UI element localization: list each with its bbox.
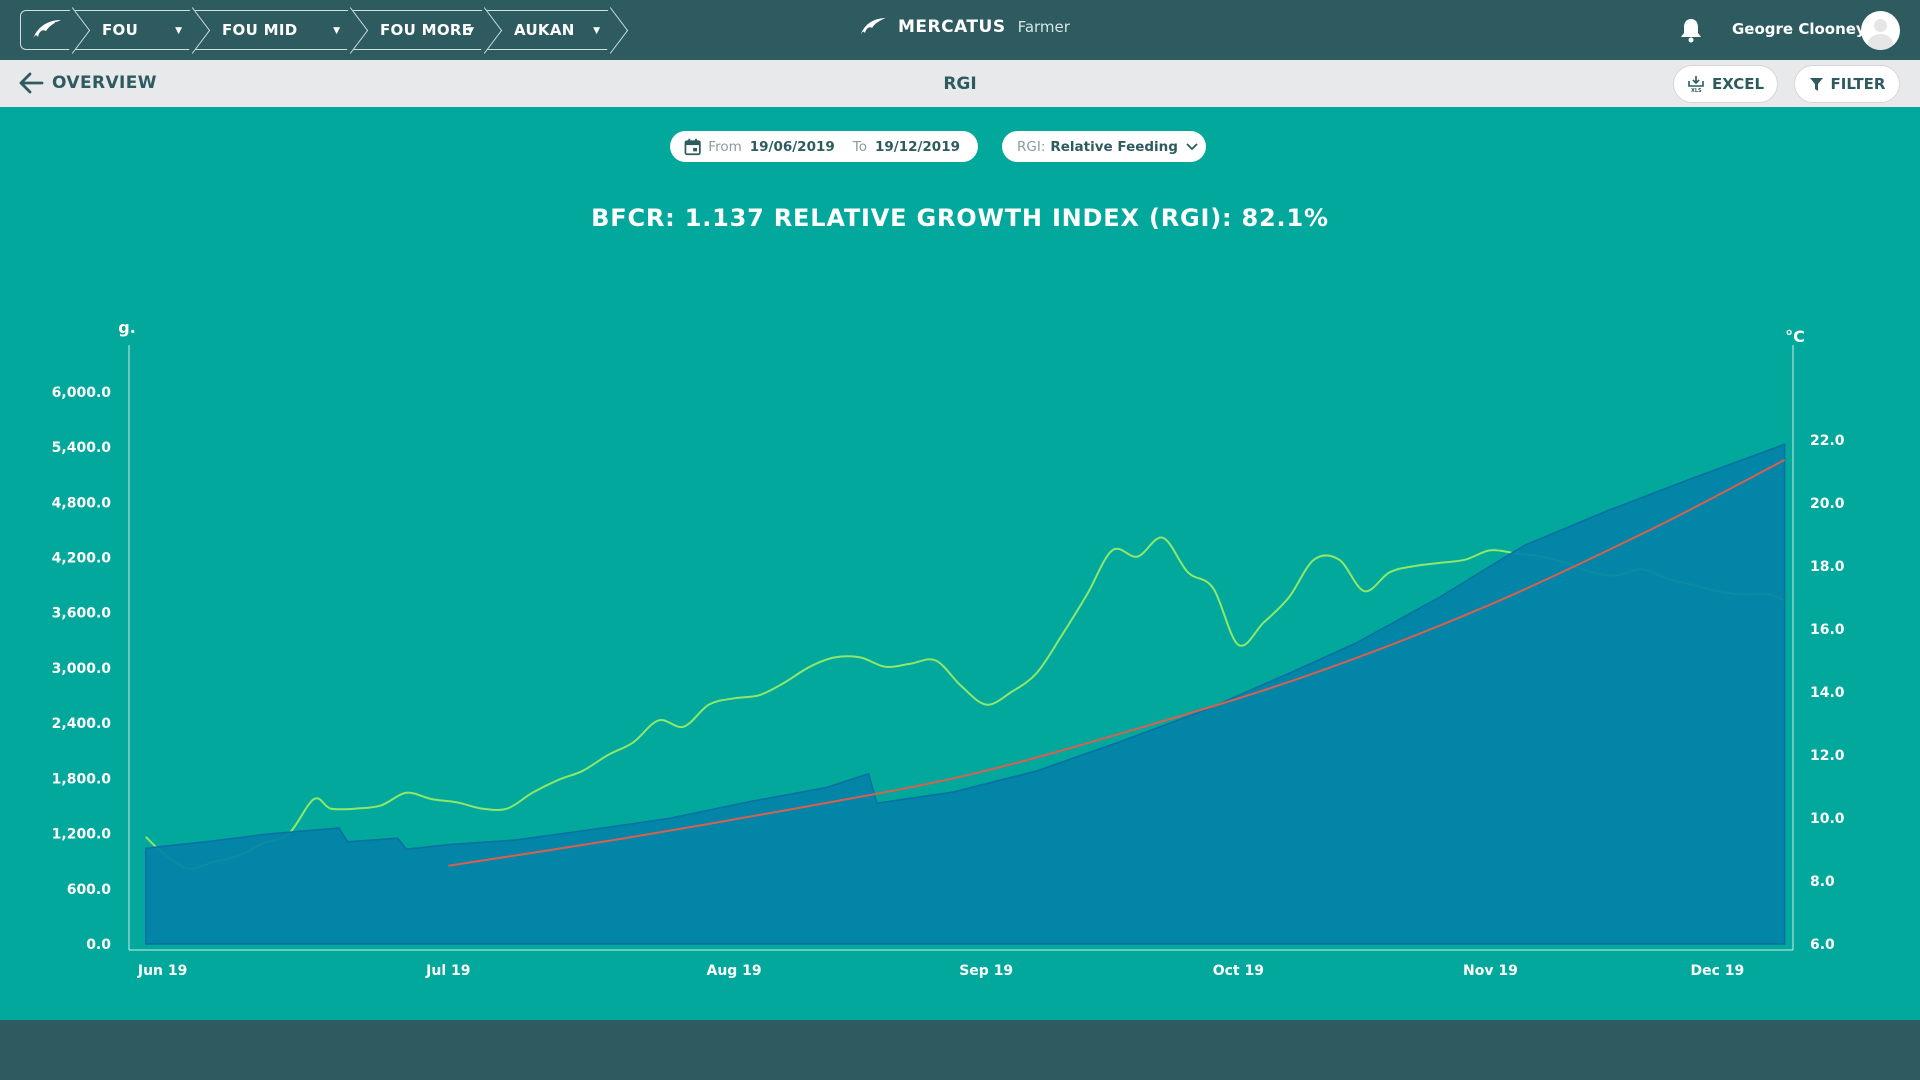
excel-download-icon: XLS xyxy=(1688,76,1704,93)
y-left-tick-label: 1,800.0 xyxy=(52,771,112,787)
breadcrumb-label: AUKAN xyxy=(514,21,575,39)
chevron-down-icon xyxy=(1186,142,1198,150)
y-left-tick-label: 3,000.0 xyxy=(52,661,112,677)
arrow-left-icon xyxy=(19,72,44,94)
from-date-value: 19/06/2019 xyxy=(749,138,835,155)
sub-bar: OVERVIEW RGI XLS EXCEL FILTER xyxy=(0,60,1920,107)
y-left-tick-label: 1,200.0 xyxy=(52,827,112,843)
x-tick-label: Dec 19 xyxy=(1690,963,1744,979)
weight-area xyxy=(145,443,1786,945)
filter-funnel-icon xyxy=(1809,77,1823,91)
breadcrumb-label: FOU MID xyxy=(222,21,298,39)
from-label: From xyxy=(708,138,742,155)
fish-logo-icon xyxy=(32,20,61,39)
brand-name: MERCATUS xyxy=(898,17,1006,37)
footer-bar xyxy=(0,1020,1920,1080)
fish-logo-icon xyxy=(860,18,886,35)
y-left-tick-label: 0.0 xyxy=(86,937,111,953)
y-right-tick-label: 6.0 xyxy=(1810,937,1835,953)
y-right-tick-label: 12.0 xyxy=(1810,748,1845,764)
caret-down-icon: ▼ xyxy=(175,26,182,36)
rgi-label: RGI: xyxy=(1017,138,1046,155)
y-left-tick-label: 4,200.0 xyxy=(52,550,112,566)
y-left-tick-label: 4,800.0 xyxy=(52,495,112,511)
caret-down-icon: ▼ xyxy=(333,26,340,36)
caret-down-icon: ▼ xyxy=(467,26,474,36)
breadcrumb-item-fou[interactable]: FOU ▼ xyxy=(72,10,192,50)
x-tick-label: Oct 19 xyxy=(1213,963,1264,979)
back-to-overview-button[interactable]: OVERVIEW xyxy=(18,72,157,94)
rgi-mode-select[interactable]: RGI: Relative Feeding xyxy=(1002,131,1206,162)
trend-line xyxy=(448,459,1786,867)
rgi-value: Relative Feeding xyxy=(1050,138,1178,155)
y-right-tick-label: 22.0 xyxy=(1810,433,1845,449)
filter-button[interactable]: FILTER xyxy=(1794,65,1900,103)
page-title: RGI xyxy=(943,74,977,94)
y-left-tick-label: 2,400.0 xyxy=(52,716,112,732)
user-name[interactable]: Geogre Clooney xyxy=(1732,20,1866,38)
to-date-value: 19/12/2019 xyxy=(874,138,960,155)
rgi-chart: 0.0 600.0 1,200.0 1,800.0 2,400.0 3,000.0 3,60… xyxy=(52,318,1845,979)
x-tick-label: Jul 19 xyxy=(425,963,470,979)
x-tick-label: Jun 19 xyxy=(137,963,188,979)
calendar-icon xyxy=(684,138,701,155)
breadcrumb-label: FOU MORE xyxy=(380,21,473,39)
y-left-tick-label: 600.0 xyxy=(67,882,112,898)
y-left-tick-label: 6,000.0 xyxy=(52,385,112,401)
chart-panel: From 19/06/2019 To 19/12/2019 RGI: Relat… xyxy=(0,107,1920,1020)
caret-down-icon: ▼ xyxy=(593,26,600,36)
filter-label: FILTER xyxy=(1830,75,1886,93)
y-left-axis-label: g. xyxy=(118,318,136,337)
chart-title: BFCR: 1.137 RELATIVE GROWTH INDEX (RGI):… xyxy=(591,204,1329,232)
svg-text:XLS: XLS xyxy=(1691,88,1702,93)
breadcrumb-item-fou-mid[interactable]: FOU MID ▼ xyxy=(192,10,350,50)
back-label: OVERVIEW xyxy=(52,73,157,93)
bell-icon[interactable] xyxy=(1680,17,1702,43)
y-left-tick-label: 3,600.0 xyxy=(52,606,112,622)
y-right-tick-label: 16.0 xyxy=(1810,622,1845,638)
x-tick-label: Aug 19 xyxy=(706,963,761,979)
date-range-picker[interactable]: From 19/06/2019 To 19/12/2019 xyxy=(670,131,978,162)
top-bar: FOU ▼ FOU MID ▼ FOU MORE ▼ AUKAN ▼ MERCA… xyxy=(0,0,1920,60)
excel-label: EXCEL xyxy=(1711,75,1765,93)
breadcrumb-item-aukan[interactable]: AUKAN ▼ xyxy=(484,10,610,50)
brand: MERCATUS Farmer xyxy=(858,14,1070,40)
excel-export-button[interactable]: XLS EXCEL xyxy=(1673,65,1778,103)
home-logo-button[interactable] xyxy=(20,10,72,50)
y-right-tick-label: 20.0 xyxy=(1810,496,1845,512)
to-label: To xyxy=(852,138,867,155)
y-right-tick-label: 14.0 xyxy=(1810,685,1845,701)
x-tick-label: Sep 19 xyxy=(959,963,1013,979)
avatar[interactable] xyxy=(1861,11,1900,50)
breadcrumb: FOU ▼ FOU MID ▼ FOU MORE ▼ AUKAN ▼ xyxy=(20,10,610,50)
brand-subtitle: Farmer xyxy=(1017,18,1070,36)
y-right-tick-label: 18.0 xyxy=(1810,559,1845,575)
x-tick-label: Nov 19 xyxy=(1463,963,1518,979)
y-right-tick-label: 8.0 xyxy=(1810,874,1835,890)
breadcrumb-item-fou-more[interactable]: FOU MORE ▼ xyxy=(350,10,484,50)
y-left-tick-label: 5,400.0 xyxy=(52,440,112,456)
breadcrumb-label: FOU xyxy=(102,21,139,39)
y-right-axis-label: °C xyxy=(1785,327,1805,346)
y-right-tick-label: 10.0 xyxy=(1810,811,1845,827)
